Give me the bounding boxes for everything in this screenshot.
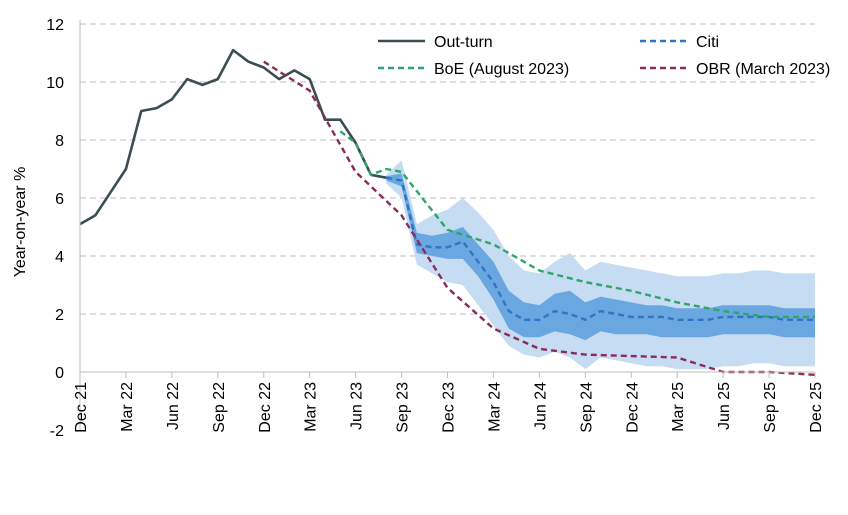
- legend-label: OBR (March 2023): [696, 61, 830, 78]
- x-tick-label: Jun 25: [716, 382, 733, 430]
- x-tick-label: Mar 23: [303, 382, 320, 432]
- x-tick-label: Dec 24: [624, 382, 641, 433]
- legend-label: BoE (August 2023): [434, 61, 569, 78]
- x-tick-label: Jun 23: [349, 382, 366, 430]
- legend: Out-turn Citi BoE (August 2023) OBR (March …: [378, 34, 830, 78]
- x-tick-label: Mar 22: [119, 382, 136, 432]
- x-tick-label: Sep 24: [578, 382, 595, 433]
- x-tick-label: Dec 23: [441, 382, 458, 433]
- x-tick-label: Dec 22: [257, 382, 274, 433]
- series-line: [339, 130, 815, 319]
- y-tick-label: 8: [55, 133, 64, 150]
- y-axis-title: Year-on-year %: [12, 167, 29, 278]
- x-tick-label: Dec 25: [808, 382, 825, 433]
- band-inner: [386, 173, 815, 341]
- uncertainty-bands: [386, 160, 815, 370]
- band-outer: [386, 160, 815, 370]
- x-tick-label: Mar 25: [670, 382, 687, 432]
- x-tick-label: Sep 25: [762, 382, 779, 433]
- y-tick-label: 6: [55, 191, 64, 208]
- x-tick-label: Sep 23: [395, 382, 412, 433]
- y-tick-label: 0: [55, 365, 64, 382]
- legend-label: Citi: [696, 34, 719, 51]
- x-tick-label: Jun 22: [165, 382, 182, 430]
- y-tick-label: 2: [55, 307, 64, 324]
- series-line: [79, 48, 387, 226]
- y-tick-label: 12: [46, 17, 64, 34]
- x-tick-label: Sep 22: [211, 382, 228, 433]
- legend-label: Out-turn: [434, 34, 493, 51]
- series-line: [386, 176, 815, 321]
- axes: -2 0 2 4 6 8 10 12 Dec 21 Mar 22 Jun 22 Sep 22 Dec 2…: [46, 17, 825, 440]
- y-tick-label: 10: [46, 75, 64, 92]
- y-tick-label: 4: [55, 249, 64, 266]
- x-tick-label: Dec 21: [73, 382, 90, 433]
- x-tick-label: Jun 24: [532, 382, 549, 430]
- y-tick-label: -2: [50, 423, 64, 440]
- x-tick-label: Mar 24: [486, 382, 503, 432]
